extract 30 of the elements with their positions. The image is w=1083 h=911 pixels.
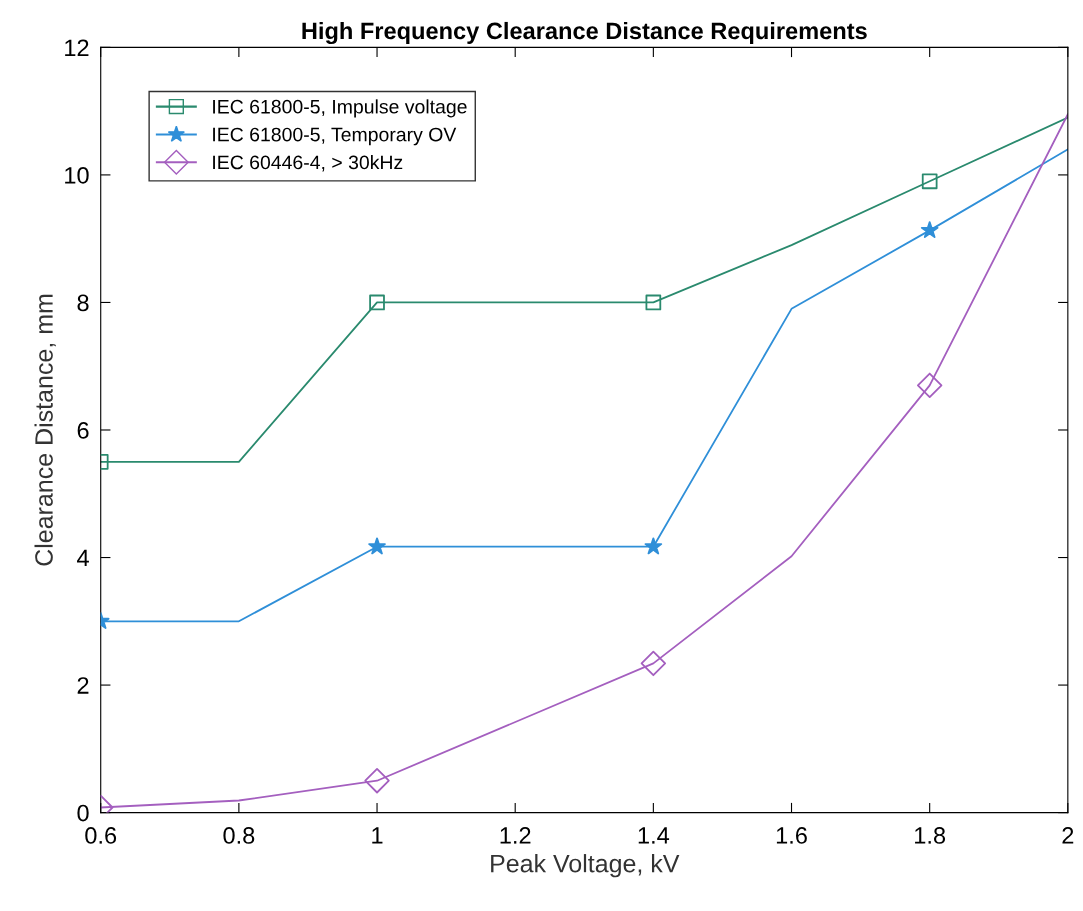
- x-tick-label: 0.8: [223, 827, 255, 844]
- x-axis-title: Peak Voltage, kV: [491, 854, 680, 878]
- x-tick-label: 1.2: [500, 827, 531, 844]
- chart-title: High Frequency Clearance Distance Requirements: [302, 21, 867, 45]
- x-tick-label: 1.8: [915, 827, 946, 844]
- y-tick-label: 12: [65, 39, 89, 56]
- point: [640, 650, 667, 677]
- point: [645, 294, 662, 311]
- point: [920, 221, 939, 239]
- x-tick-label: 1.4: [638, 827, 670, 844]
- point: [364, 768, 390, 794]
- x-tick-label: 1: [372, 827, 383, 844]
- y-tick-label: 10: [65, 166, 89, 184]
- y-tick-label: 8: [77, 294, 89, 312]
- legend-label: IEC 61800-5, Temporary OV: [213, 127, 457, 146]
- legend-label: IEC 60446-4, > 30kHz: [213, 155, 403, 172]
- y-tick-label: 4: [77, 549, 89, 567]
- point: [369, 294, 385, 311]
- legend-label: IEC 61800-5, Impulse voltage: [213, 99, 467, 118]
- point: [368, 537, 386, 555]
- x-tick-label: 0.6: [85, 827, 117, 844]
- point: [916, 372, 943, 399]
- x-tick-label: 1.6: [776, 827, 807, 844]
- y-tick-label: 2: [77, 677, 89, 694]
- point: [921, 173, 938, 190]
- y-tick-label: 0: [77, 804, 89, 822]
- y-axis-title: Clearance Distance, mm: [34, 294, 56, 566]
- y-tick-label: 6: [77, 422, 89, 439]
- point: [644, 537, 663, 555]
- x-tick-label: 2: [1062, 827, 1074, 844]
